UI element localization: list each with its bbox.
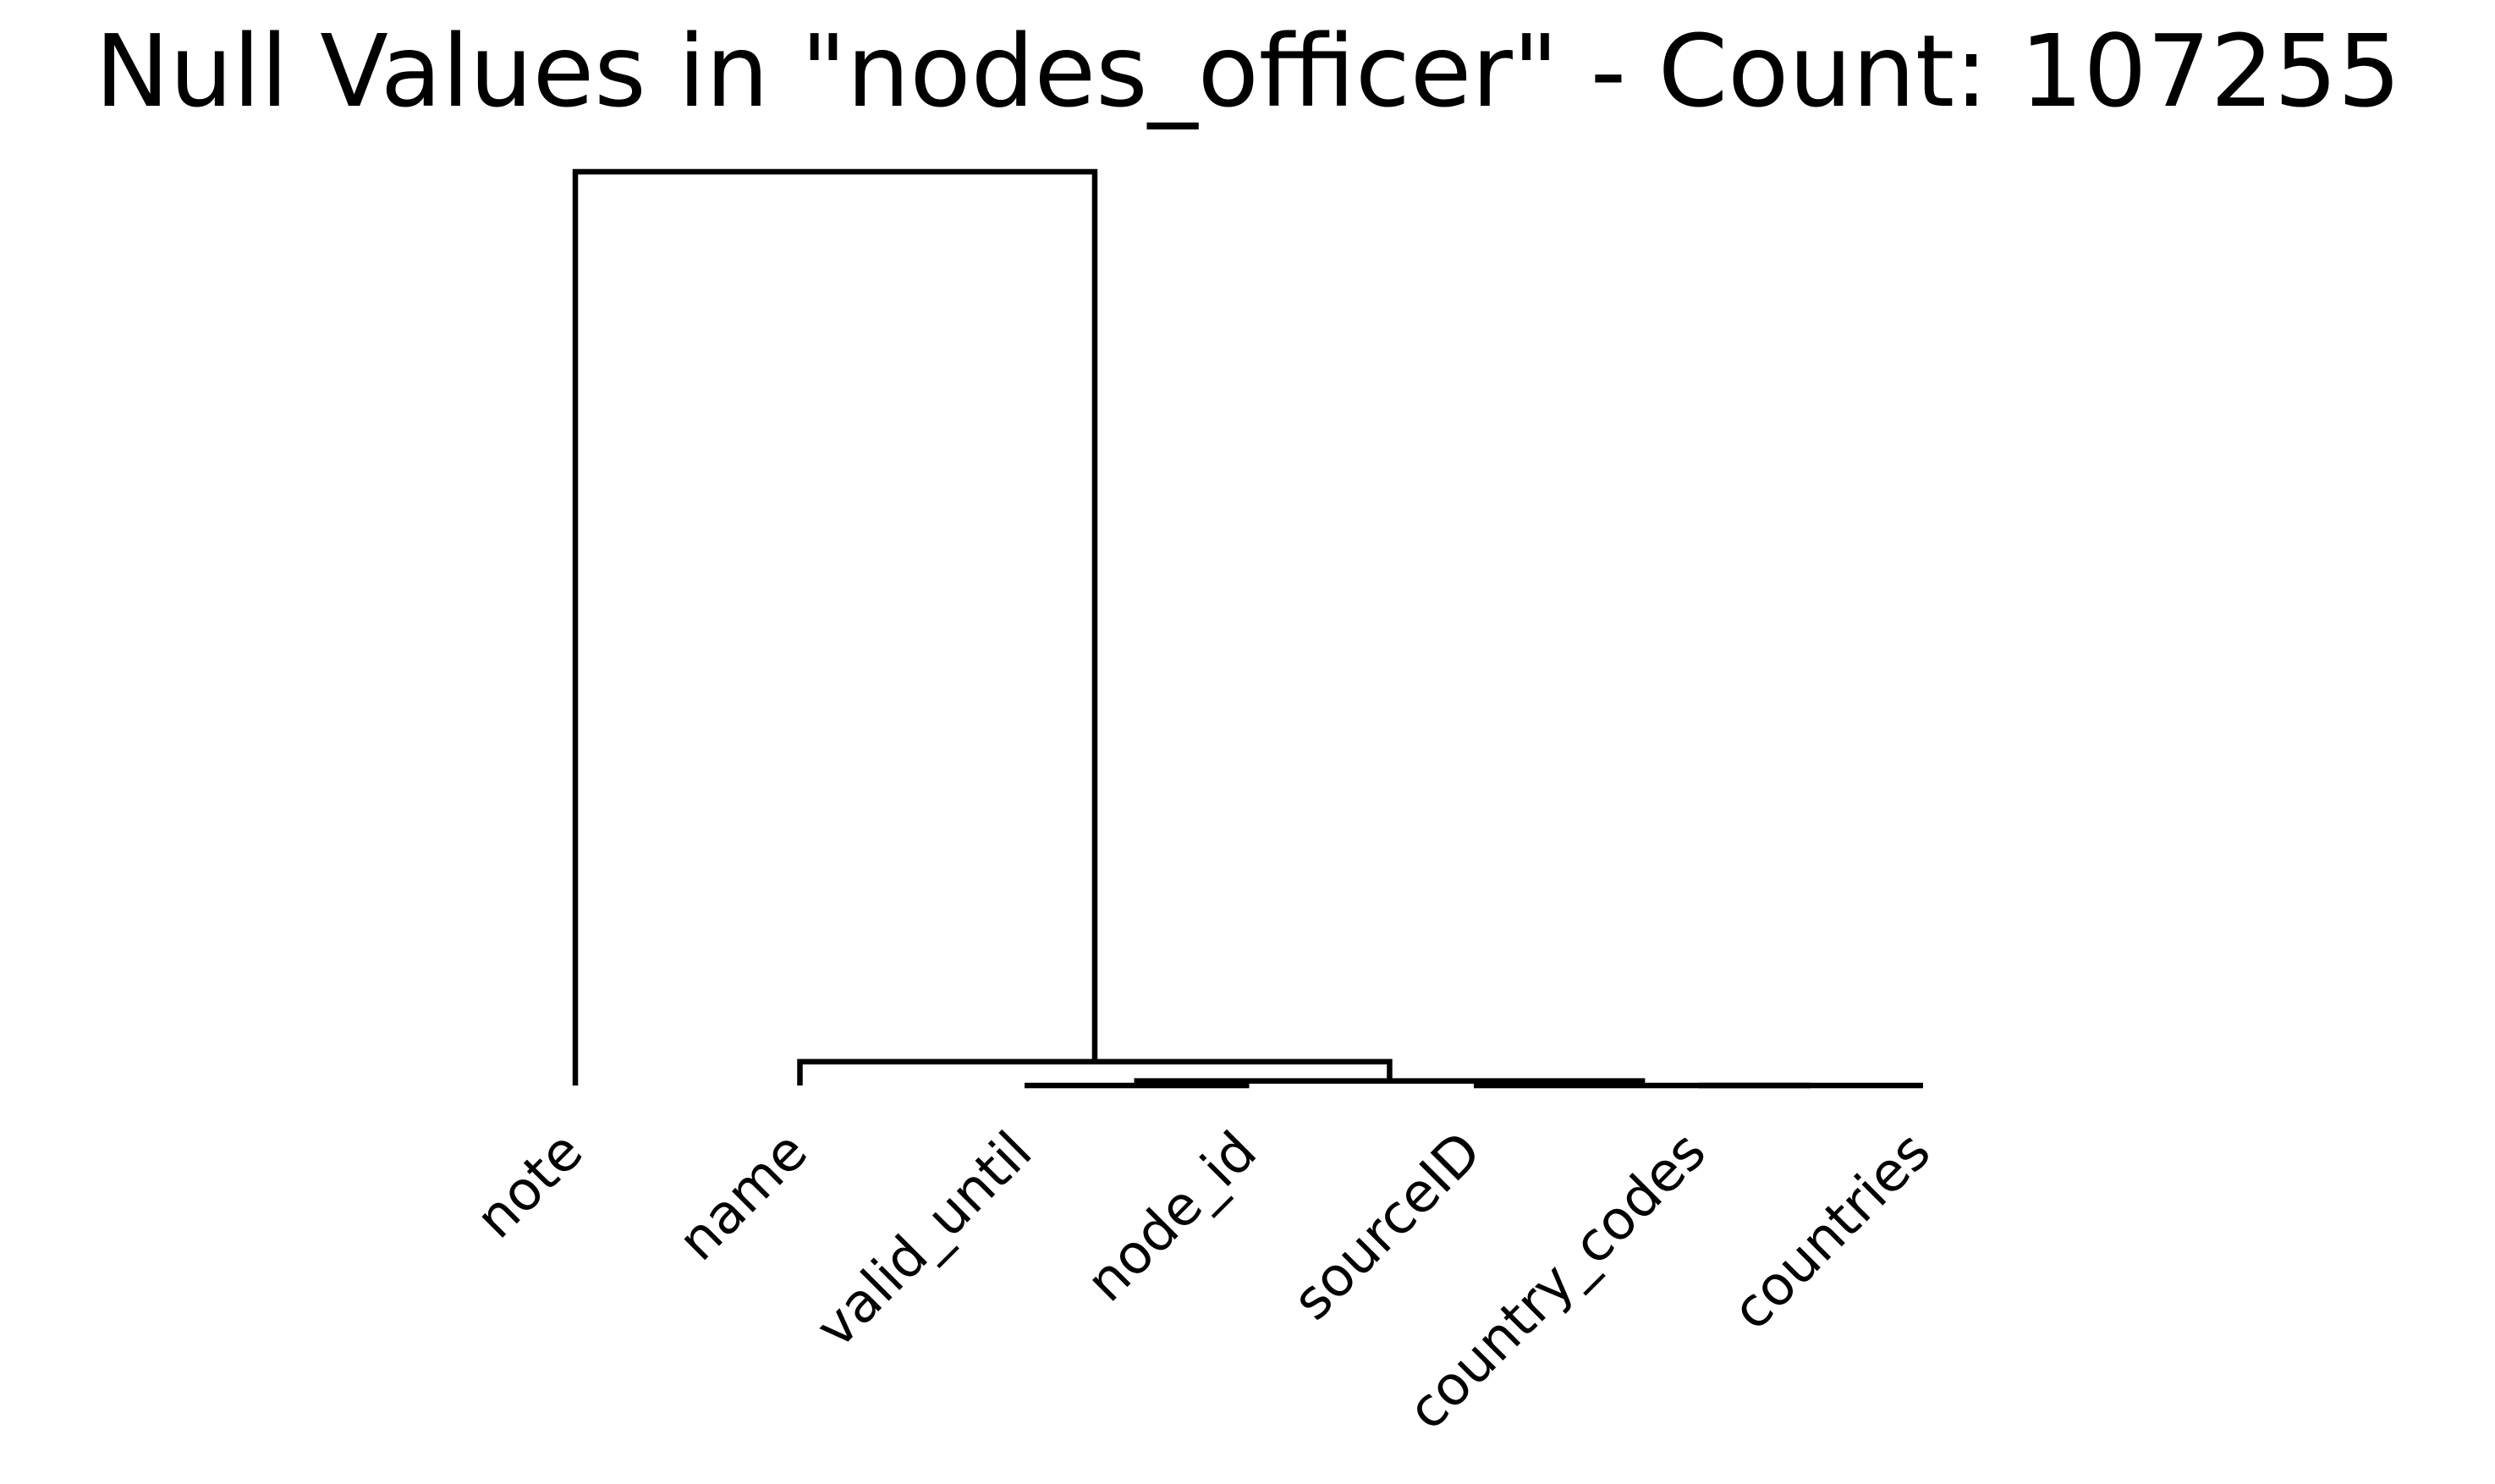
leaf-label-note: note <box>464 1120 595 1250</box>
leaf-label-node-id: node_id <box>1075 1120 1269 1314</box>
dendrogram-link-6 <box>572 168 1098 1086</box>
leaf-label-countries: countries <box>1721 1120 1943 1343</box>
leaf-label-name: name <box>667 1120 820 1273</box>
leaf-label-valid-until: valid_until <box>805 1120 1045 1360</box>
dendrogram-links <box>572 168 1923 1089</box>
leaf-label-sourceid: sourceID <box>1282 1120 1494 1333</box>
chart-title: Null Values in "nodes_officer" - Count: … <box>95 13 2401 129</box>
